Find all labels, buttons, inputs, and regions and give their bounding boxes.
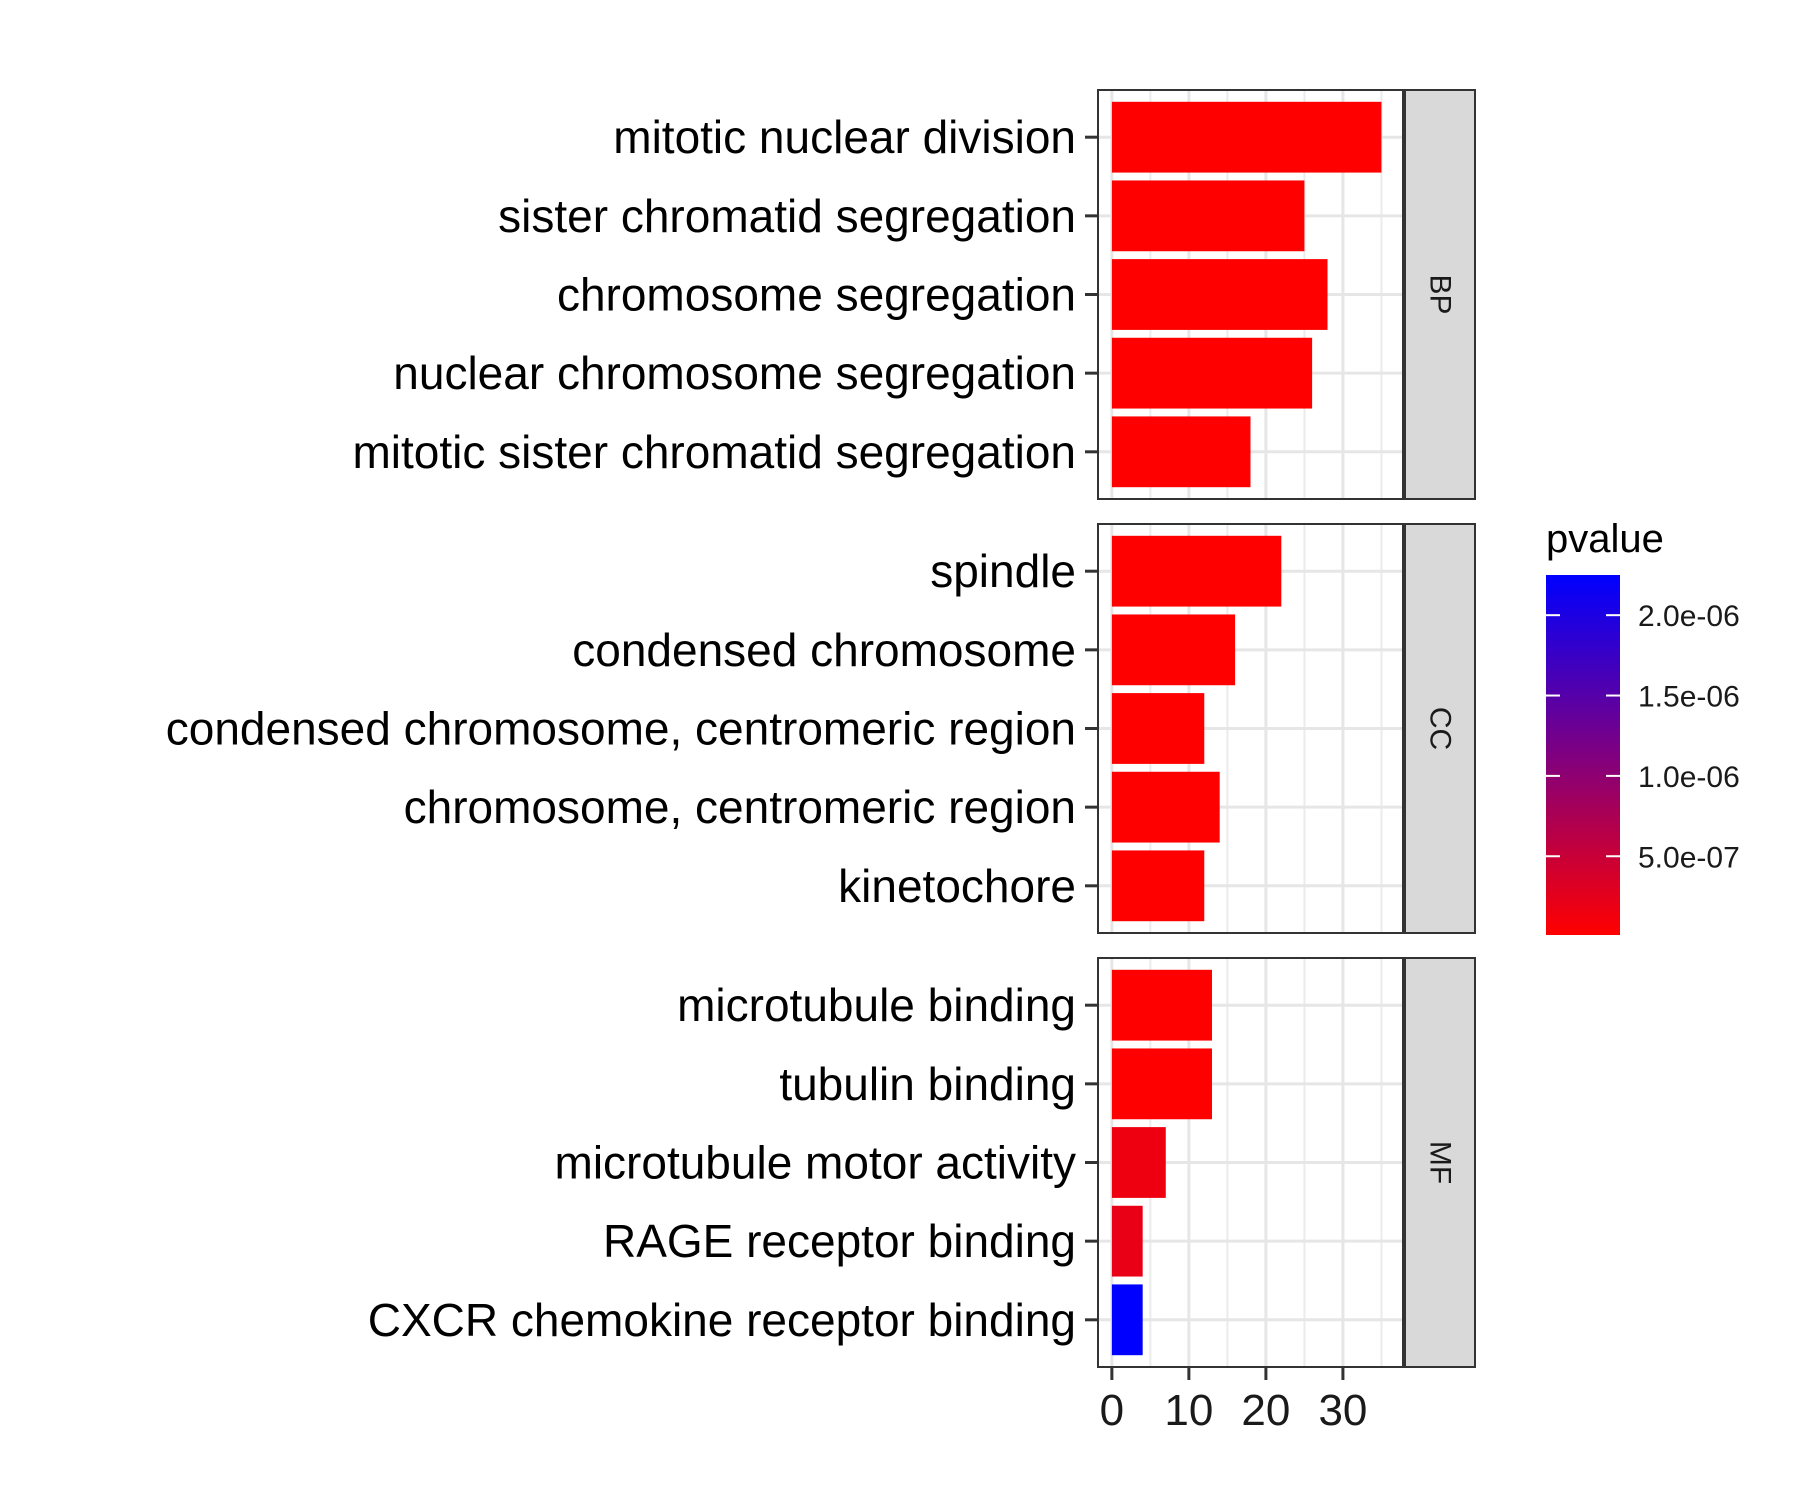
bar bbox=[1111, 259, 1328, 330]
bar bbox=[1111, 535, 1282, 607]
category-label: condensed chromosome, centromeric region bbox=[166, 703, 1076, 755]
bar bbox=[1111, 969, 1212, 1041]
bar bbox=[1111, 850, 1205, 922]
facet-strip bbox=[1404, 523, 1476, 934]
legend-tick-label: 1.5e-06 bbox=[1638, 681, 1740, 714]
panel-border bbox=[1097, 523, 1404, 934]
facet-strip-label: BP bbox=[1424, 274, 1457, 314]
legend-tick-label: 5.0e-07 bbox=[1638, 841, 1740, 874]
facet-strip bbox=[1404, 957, 1476, 1368]
facet-strip-label: CC bbox=[1424, 707, 1457, 750]
category-label: tubulin binding bbox=[779, 1058, 1076, 1110]
category-label: microtubule motor activity bbox=[555, 1137, 1077, 1189]
legend-colorbar bbox=[1546, 575, 1620, 935]
bar bbox=[1111, 337, 1313, 409]
bar bbox=[1111, 180, 1305, 252]
bar bbox=[1111, 771, 1220, 843]
legend-title: pvalue bbox=[1546, 517, 1664, 561]
category-label: spindle bbox=[930, 545, 1076, 597]
category-label: chromosome segregation bbox=[557, 269, 1076, 321]
facet-panels: mitotic nuclear division sister chromatid… bbox=[166, 89, 1476, 1368]
category-label: mitotic nuclear division bbox=[613, 111, 1076, 163]
category-label: sister chromatid segregation bbox=[498, 190, 1076, 242]
category-label: microtubule binding bbox=[677, 979, 1076, 1031]
bar bbox=[1111, 416, 1251, 488]
facet-strip-label: MF bbox=[1424, 1141, 1457, 1184]
legend-tick-label: 2.0e-06 bbox=[1638, 600, 1740, 633]
bar bbox=[1111, 614, 1236, 686]
bar bbox=[1111, 1284, 1143, 1356]
category-label: mitotic sister chromatid segregation bbox=[352, 426, 1076, 478]
x-tick-label: 30 bbox=[1318, 1386, 1367, 1435]
category-label: condensed chromosome bbox=[572, 624, 1076, 676]
category-label: nuclear chromosome segregation bbox=[393, 347, 1076, 399]
bar bbox=[1111, 693, 1205, 764]
panel-border bbox=[1097, 957, 1404, 1368]
pvalue-legend: pvalue 5.0e-07 1.0e-06 1.5e-06 2.0e-06 bbox=[1546, 517, 1740, 935]
bar bbox=[1111, 1205, 1143, 1277]
panel-border bbox=[1097, 89, 1404, 500]
bar bbox=[1111, 101, 1382, 173]
x-tick-label: 10 bbox=[1164, 1386, 1213, 1435]
facet-strip bbox=[1404, 89, 1476, 500]
facet-panel-bp: mitotic nuclear division sister chromatid… bbox=[352, 89, 1476, 500]
bar bbox=[1111, 1048, 1212, 1120]
legend-tick-label: 1.0e-06 bbox=[1638, 761, 1740, 794]
bar bbox=[1111, 1127, 1166, 1198]
category-label: RAGE receptor binding bbox=[603, 1215, 1076, 1267]
facet-panel-cc: spindle condensed chromosome condensed chr… bbox=[166, 523, 1476, 934]
facet-panel-mf: microtubule binding tubulin binding microt… bbox=[368, 957, 1476, 1368]
x-axis: 0 10 20 30 bbox=[1100, 1367, 1367, 1435]
category-label: kinetochore bbox=[838, 860, 1076, 912]
x-tick-label: 0 bbox=[1100, 1386, 1124, 1435]
category-label: chromosome, centromeric region bbox=[404, 781, 1076, 833]
category-label: CXCR chemokine receptor binding bbox=[368, 1294, 1076, 1346]
x-tick-label: 20 bbox=[1241, 1386, 1290, 1435]
